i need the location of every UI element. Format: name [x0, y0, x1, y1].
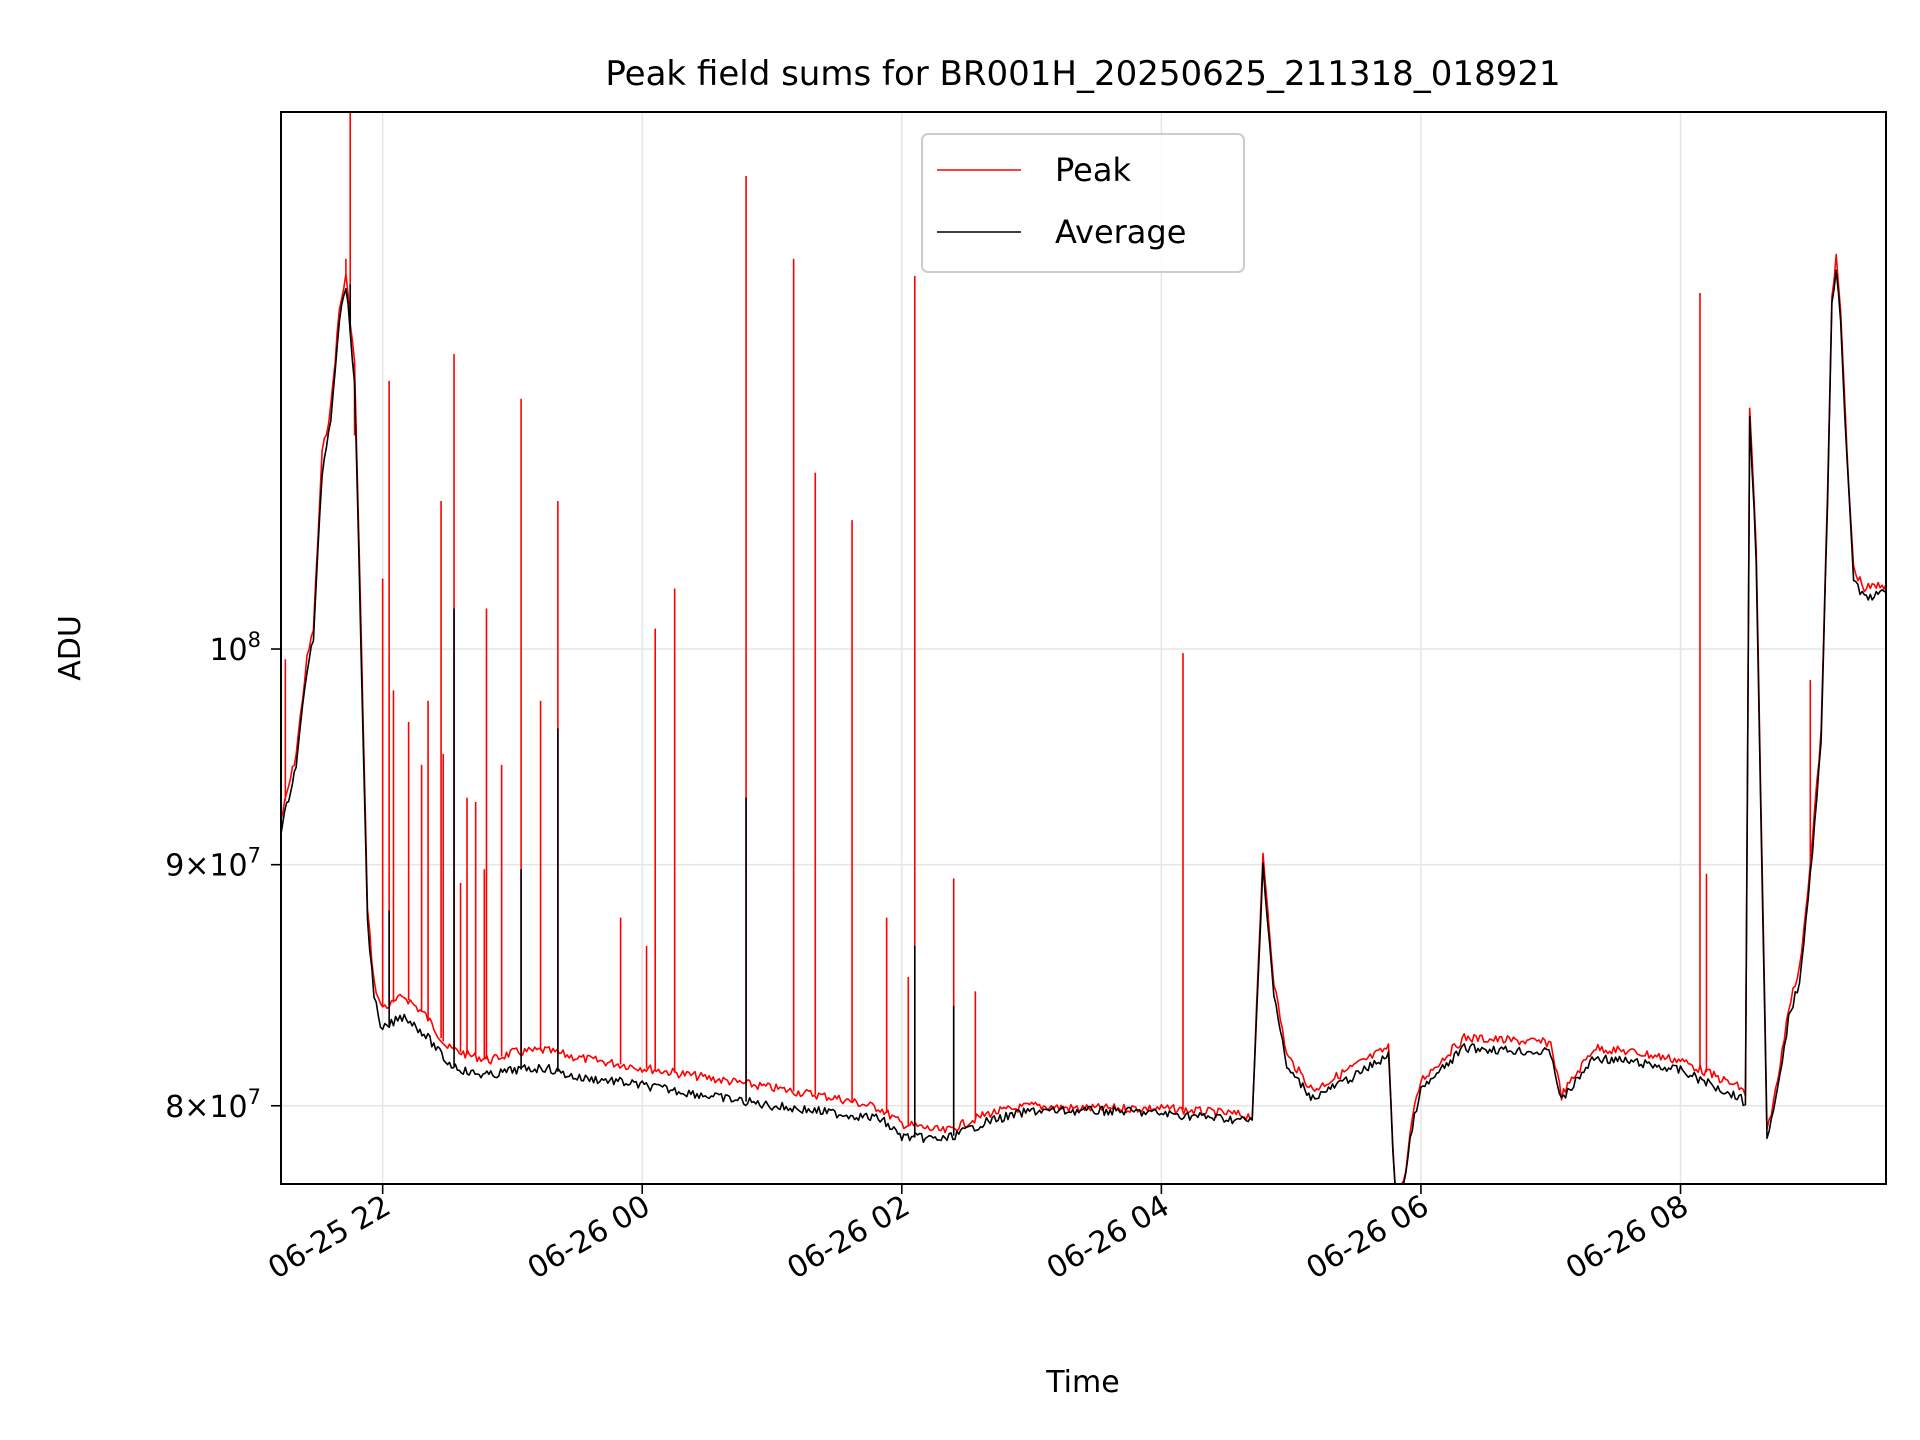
chart-title: Peak field sums for BR001H_20250625_2113…	[605, 54, 1560, 94]
axes-frame	[280, 111, 1887, 1185]
series-peak	[280, 112, 1887, 1185]
series-average	[280, 269, 1887, 1185]
series-line-average	[280, 269, 1887, 1185]
y-tick-label: 9×107	[165, 844, 261, 884]
plot-area	[280, 112, 1887, 1185]
legend-box	[921, 133, 1245, 273]
y-axis-label: ADU	[53, 615, 88, 681]
series-line-peak	[280, 253, 1887, 1185]
legend-average-label: Average	[1055, 213, 1186, 251]
y-tick-label: 8×107	[165, 1085, 261, 1125]
legend-peak-label: Peak	[1055, 151, 1131, 189]
grid	[281, 112, 1886, 1184]
y-axis: 8×107 9×107 108	[165, 628, 281, 1125]
legend: Peak Average	[921, 133, 1245, 273]
y-tick-label: 108	[209, 628, 261, 668]
x-axis-label: Time	[1045, 1365, 1119, 1400]
